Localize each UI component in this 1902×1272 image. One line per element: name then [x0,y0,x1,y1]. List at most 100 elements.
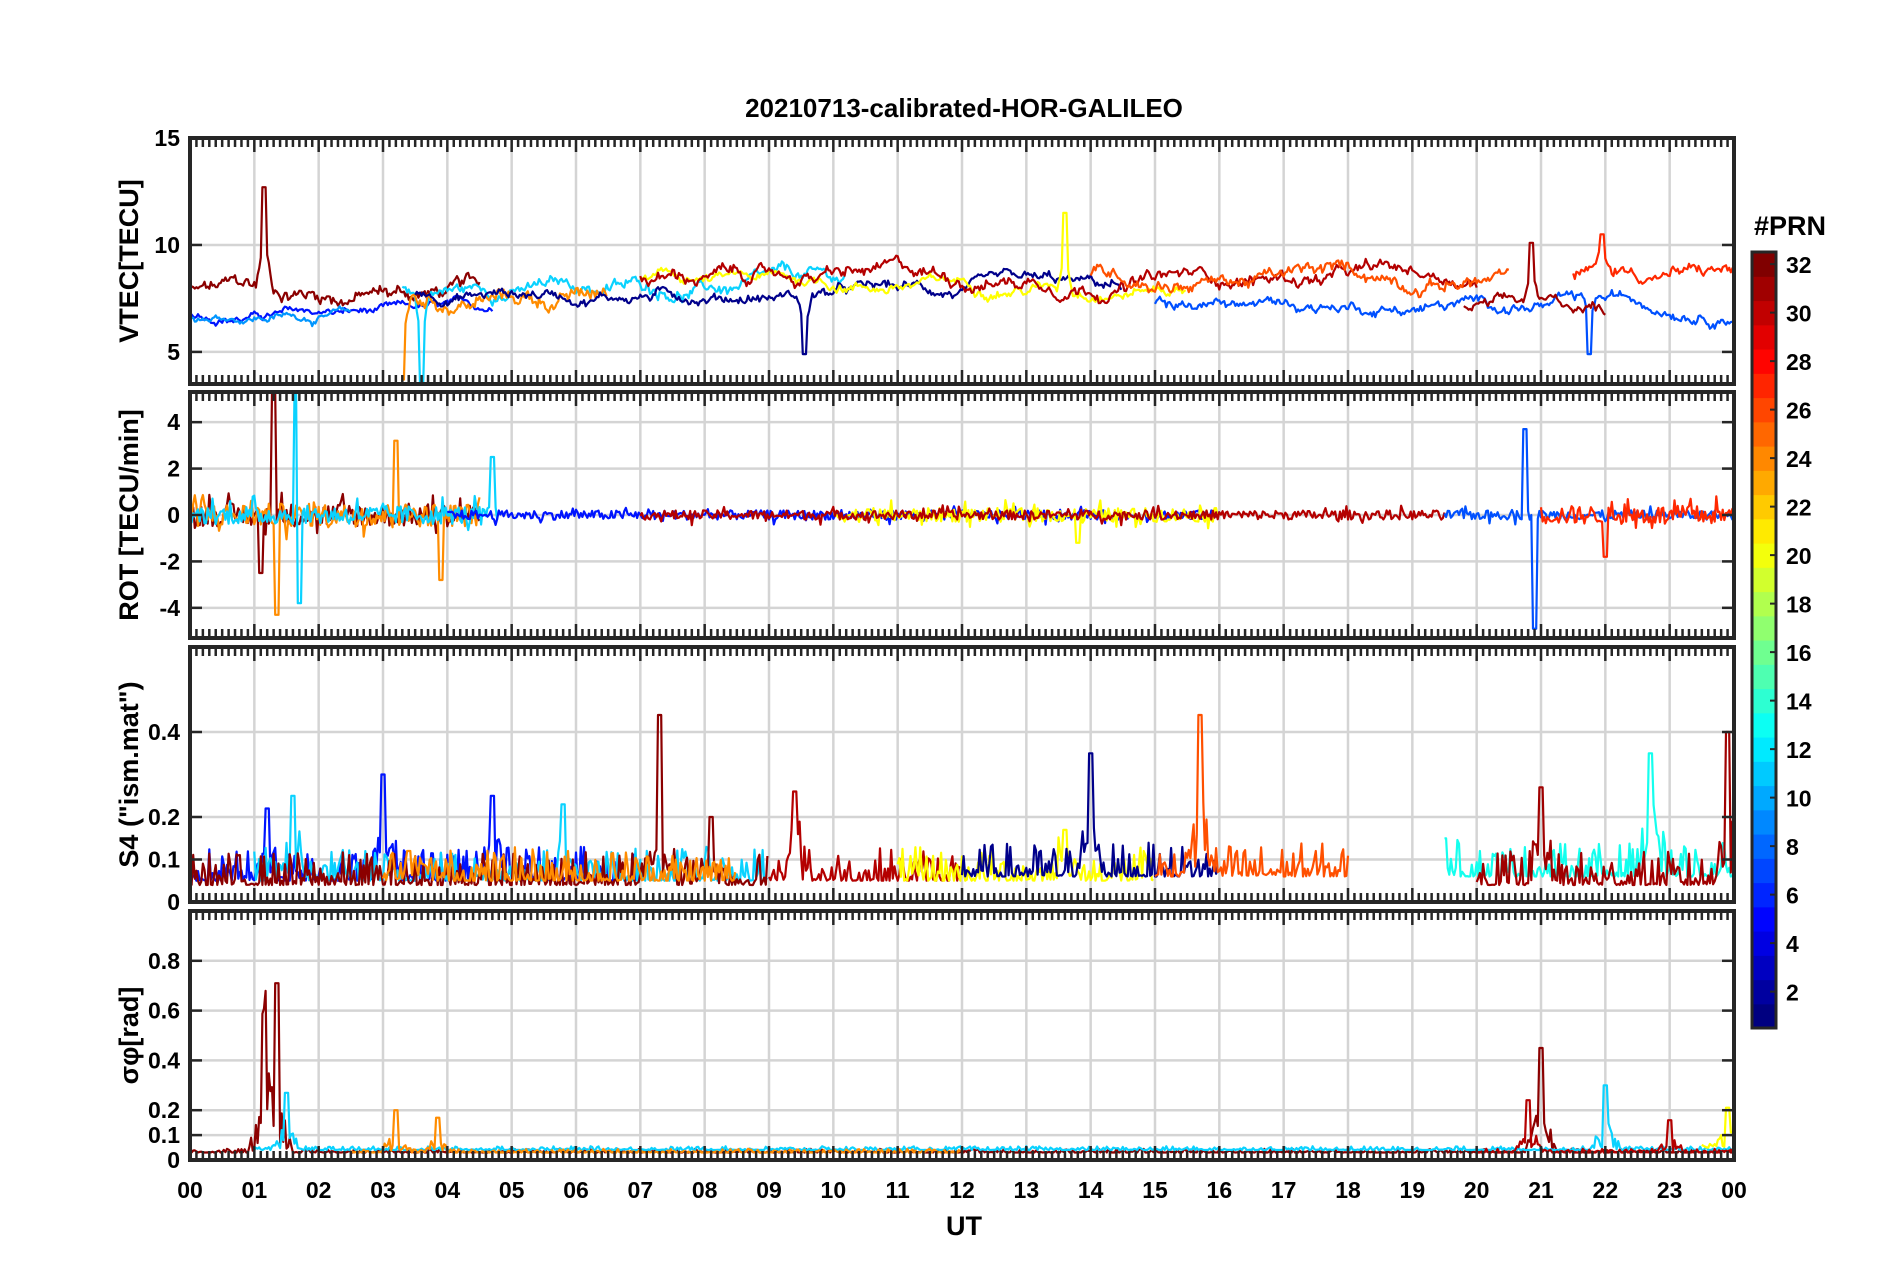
chart-title: 20210713-calibrated-HOR-GALILEO [745,93,1183,123]
y-axis-label: ROT [TECU/min] [114,409,144,620]
x-tick-label: 09 [756,1177,782,1203]
colorbar-segment [1752,1003,1776,1029]
colorbar-segment [1752,712,1776,738]
colorbar-tick-label: 28 [1786,349,1812,375]
y-axis-label: VTEC[TECU] [114,179,144,343]
series-group [190,713,1734,887]
colorbar-tick-label: 2 [1786,980,1799,1006]
colorbar-tick-label: 26 [1786,398,1812,424]
y-tick-label: 10 [154,232,180,258]
colorbar-segment [1752,324,1776,350]
x-tick-label: 17 [1271,1177,1297,1203]
series-prn-30 [639,504,1446,527]
colorbar-tick-label: 24 [1786,446,1812,472]
x-tick-label: 02 [306,1177,332,1203]
x-tick-label: 01 [242,1177,268,1203]
series-prn-24 [350,1109,962,1154]
series-prn-6 [190,294,494,327]
y-tick-label: -4 [160,595,181,621]
x-tick-label: 16 [1207,1177,1233,1203]
panel-2: -4 -2 0 2 4 ROT [TECU/min] [114,390,1736,640]
series-prn-28 [1539,495,1734,558]
x-tick-label: 20 [1464,1177,1490,1203]
x-tick-label: 22 [1593,1177,1619,1203]
x-tick-label: 15 [1142,1177,1168,1203]
series-prn-8 [1154,289,1734,356]
x-tick-label: 11 [886,1177,911,1203]
series-prn-32 [190,186,481,307]
colorbar-segment [1752,809,1776,835]
colorbar-segment [1752,470,1776,496]
y-tick-label: 0.2 [148,1097,180,1123]
x-tick-label: 07 [628,1177,654,1203]
series-prn-30 [768,790,962,882]
y-tick-label: -2 [160,548,180,574]
x-tick-label: 05 [499,1177,525,1203]
grid [190,647,1734,904]
y-tick-label: 0.1 [148,847,180,873]
x-tick-label: 10 [821,1177,847,1203]
x-tick-labels: 00 01 02 03 04 05 06 07 08 09 10 11 12 13 14 15 16 17 18 19… [177,1177,1747,1203]
colorbar-segment [1752,906,1776,932]
y-tick-label: 5 [167,339,180,365]
y-tick-label: 0.6 [148,998,180,1024]
colorbar-segment [1752,664,1776,690]
y-axis-label: S4 ("ism.mat") [114,681,144,867]
colorbar-segment [1752,858,1776,884]
colorbar-tick-label: 18 [1786,592,1812,618]
x-minor-ticks [188,911,1736,1160]
x-tick-label: 04 [435,1177,461,1203]
x-tick-label: 03 [370,1177,396,1203]
colorbar-tick-label: 22 [1786,495,1812,521]
colorbar-segment [1752,615,1776,641]
colorbar-segment [1752,567,1776,593]
series-prn-14 [1444,752,1734,878]
series-prn-2 [960,752,1219,878]
y-tick-label: 2 [167,456,180,482]
y-tick-label: 0 [167,502,180,528]
colorbar-tick-label: 6 [1786,883,1799,909]
series-prn-24 [381,846,737,882]
colorbar-segment [1752,518,1776,544]
x-tick-label: 23 [1657,1177,1683,1203]
x-axis-label: UT [946,1211,982,1241]
x-minor-ticks [188,138,1736,384]
x-tick-label: 00 [177,1177,203,1203]
colorbar-tick-label: 4 [1786,931,1799,957]
colorbar-tick-label: 8 [1786,834,1799,860]
colorbar-tick-label: 16 [1786,640,1812,666]
series-prn-10 [190,305,352,328]
series-group [190,392,1734,630]
y-tick-label: 0.8 [148,948,180,974]
x-tick-label: 18 [1335,1177,1361,1203]
y-tick-label: 0.4 [148,719,180,745]
series-prn-26 [1089,259,1510,299]
x-tick-label: 14 [1078,1177,1104,1203]
y-tick-label: 0.4 [148,1047,180,1073]
y-tick-label: 15 [154,125,180,151]
colorbar-tick-label: 20 [1786,543,1812,569]
series-prn-12 [253,794,769,882]
series-prn-28 [1572,233,1734,285]
colorbar-tick-label: 30 [1786,301,1812,327]
x-tick-label: 21 [1528,1177,1554,1203]
x-minor-ticks [188,647,1736,902]
panel-4: 00.10.2 0.4 0.6 0.8σφ[rad] [114,909,1736,1173]
colorbar-frame [1750,250,1778,1030]
y-tick-label: 0 [167,889,180,915]
panel-1: 5 10 15 VTEC[TECU] [114,125,1736,386]
colorbar-label: #PRN [1754,211,1826,241]
series-prn-2 [414,267,1123,356]
colorbar-tick-label: 12 [1786,737,1812,763]
x-minor-ticks [188,392,1736,638]
y-tick-label: 4 [167,409,180,435]
y-tick-label: 0 [167,1147,180,1173]
x-tick-label: 19 [1400,1177,1426,1203]
y-tick-label: 0.1 [148,1122,180,1148]
y-tick-label: 0.2 [148,804,180,830]
x-tick-label: 12 [949,1177,975,1203]
series-prn-31 [1463,241,1606,316]
x-tick-label: 13 [1014,1177,1040,1203]
